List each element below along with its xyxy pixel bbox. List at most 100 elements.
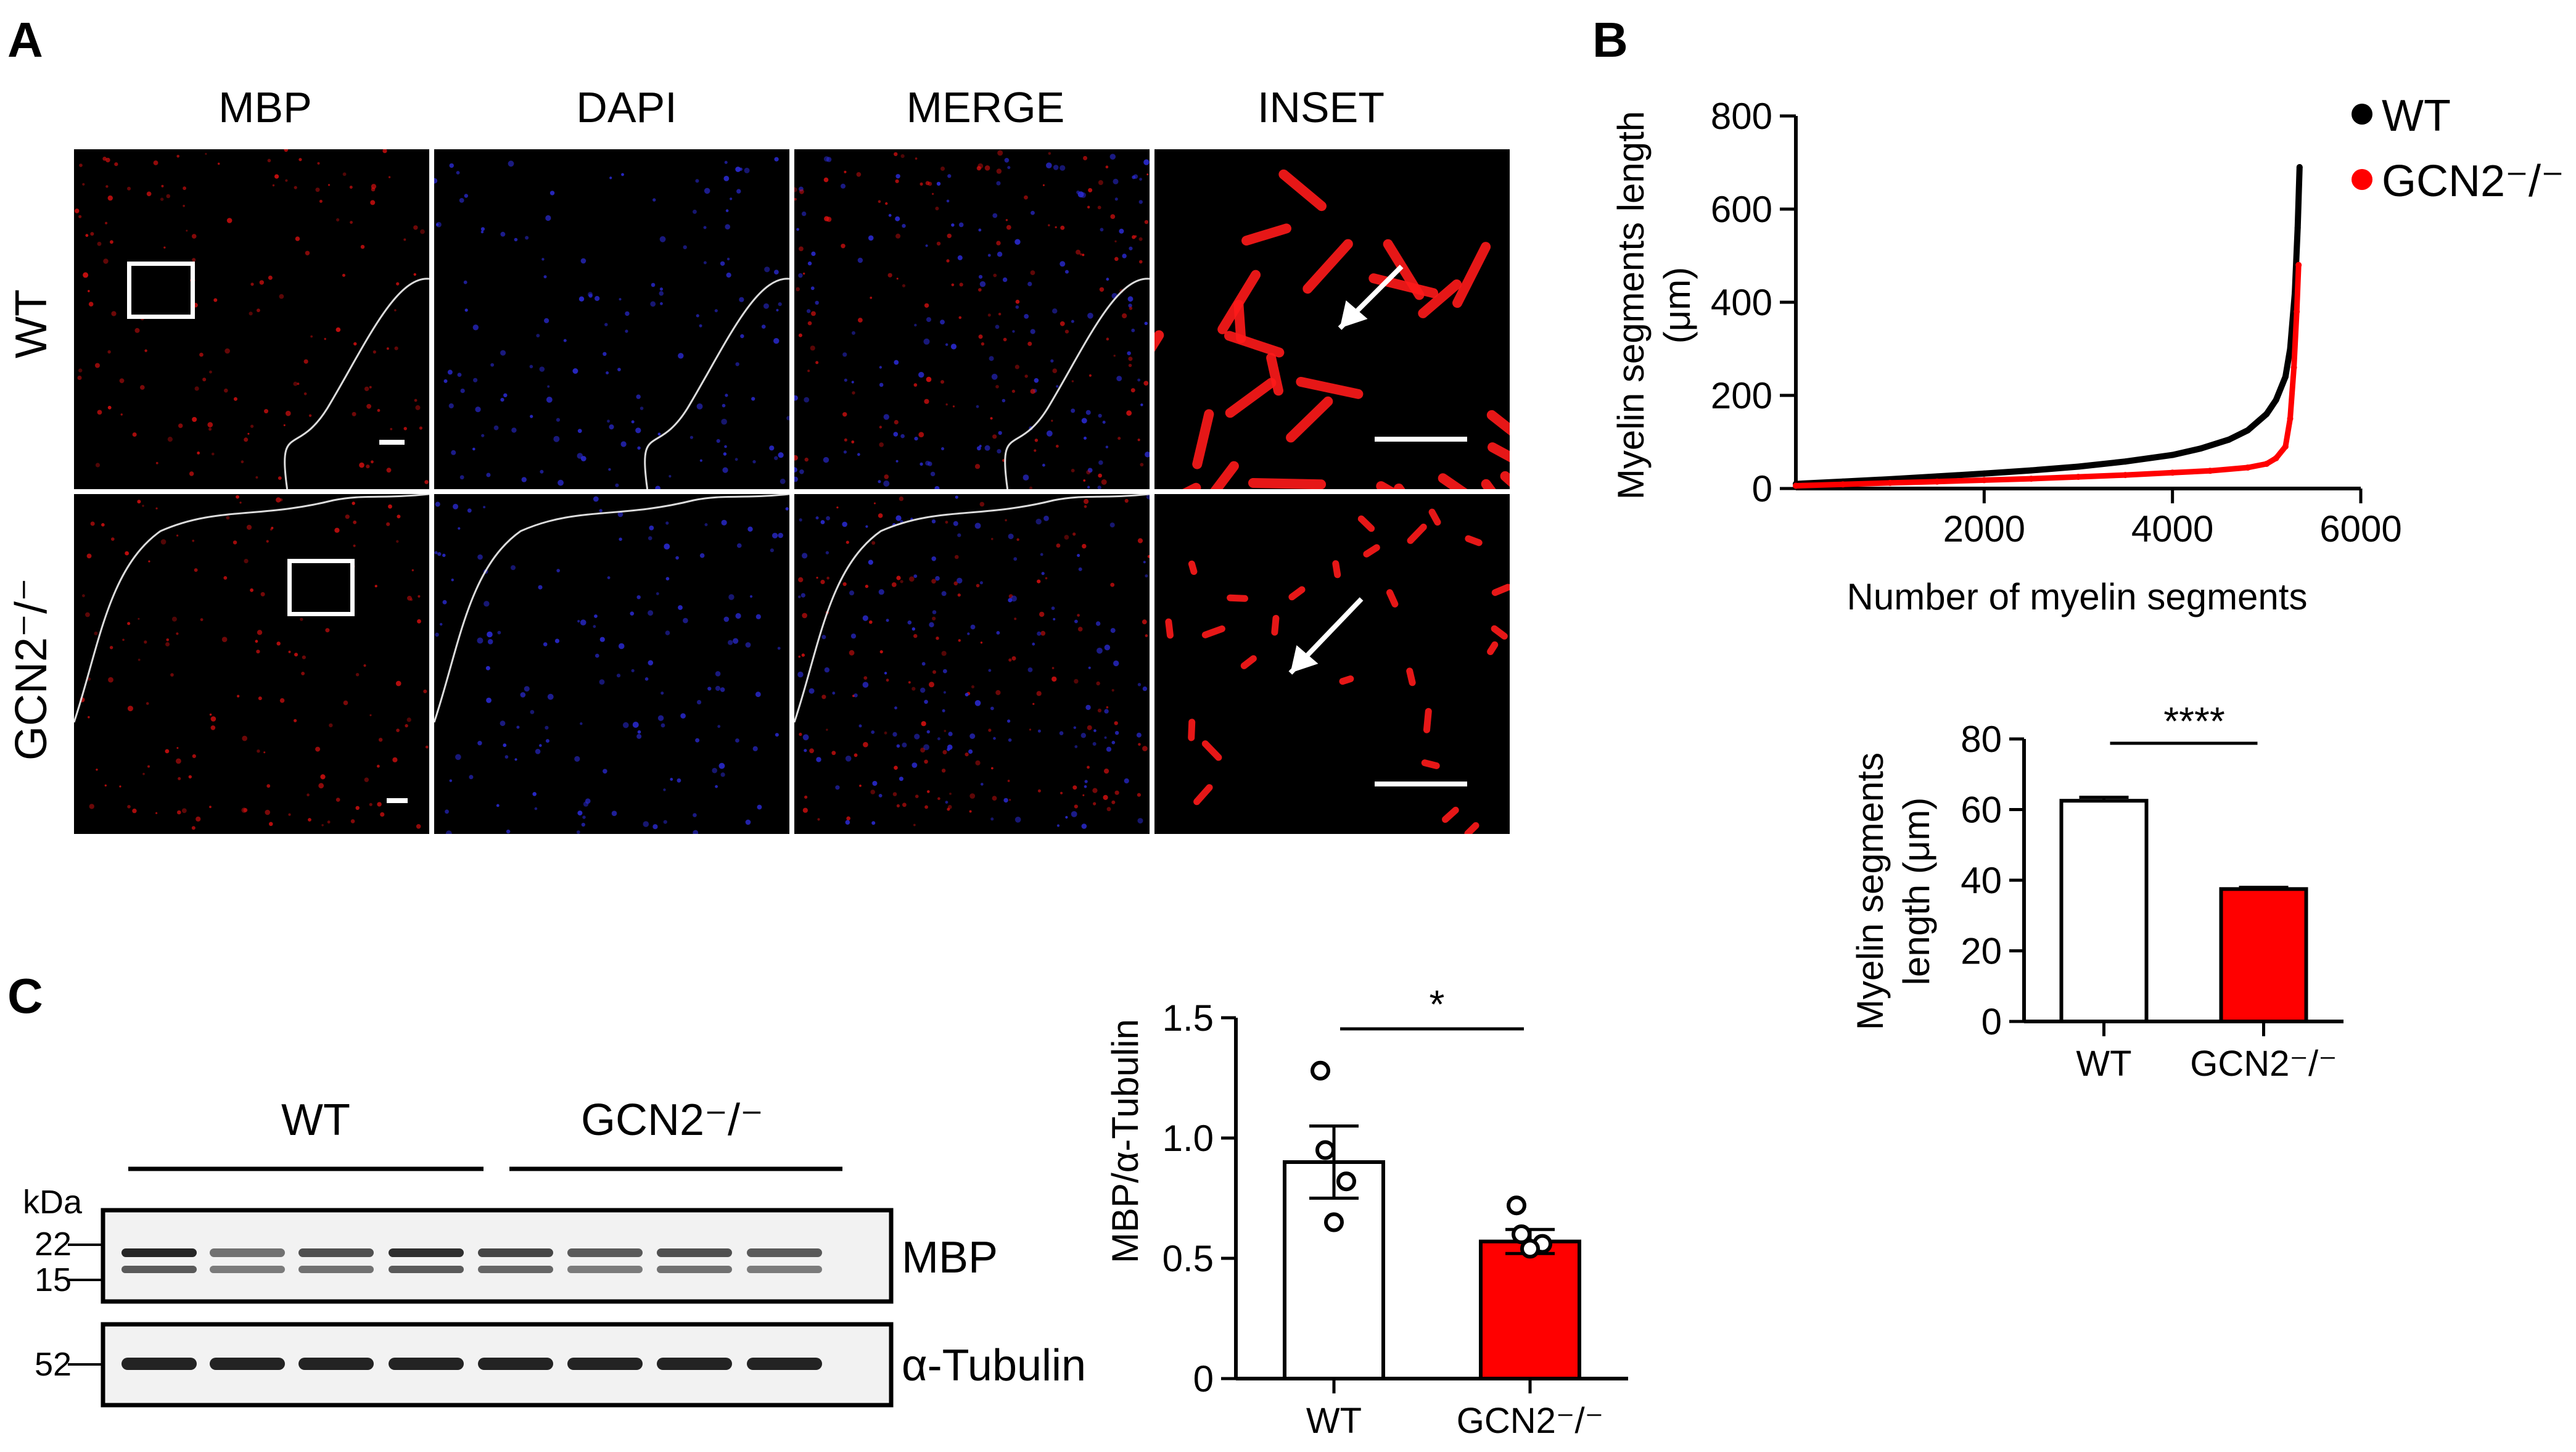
nucleus <box>774 157 779 162</box>
nucleus <box>1037 631 1042 636</box>
myelin-signal <box>958 316 962 320</box>
nucleus <box>644 677 649 681</box>
nucleus <box>594 614 598 618</box>
myelin-signal <box>363 664 366 667</box>
myelin-signal <box>298 158 302 162</box>
myelin-signal <box>804 457 809 462</box>
myelin-signal <box>178 777 181 780</box>
myelin-signal <box>226 516 230 520</box>
nucleus <box>798 273 803 278</box>
myelin-signal <box>105 185 109 188</box>
myelin-signal <box>284 149 289 152</box>
nucleus <box>862 615 868 621</box>
myelin-signal <box>1064 535 1069 540</box>
nucleus <box>693 209 697 214</box>
myelin-signal <box>300 617 303 621</box>
nucleus <box>976 446 981 451</box>
myelin-signal <box>1096 681 1100 686</box>
myelin-signal <box>1088 188 1093 192</box>
myelin-signal <box>103 258 109 264</box>
nucleus <box>1087 313 1093 319</box>
myelin-signal <box>395 680 401 687</box>
nucleus <box>487 631 493 638</box>
nucleus <box>745 642 751 648</box>
nucleus <box>1002 277 1008 283</box>
myelin-signal <box>1051 667 1055 669</box>
myelin-signal <box>870 790 876 794</box>
nucleus <box>637 446 641 450</box>
nucleus <box>704 188 710 194</box>
myelin-signal <box>146 191 152 197</box>
myelin-signal <box>396 540 399 543</box>
blot-bands <box>121 1248 822 1370</box>
nucleus <box>858 724 862 728</box>
myelin-segment <box>1418 279 1462 318</box>
myelin-signal <box>178 423 183 428</box>
myelin-signal <box>820 579 825 585</box>
nucleus <box>720 261 725 266</box>
nucleus <box>879 382 884 387</box>
nucleus <box>669 475 672 478</box>
legend-marker-wt <box>2352 104 2372 125</box>
nucleus <box>749 595 753 598</box>
myelin-signal <box>1060 225 1065 230</box>
nucleus <box>1116 376 1122 381</box>
myelin-signal <box>279 498 283 501</box>
nucleus <box>475 406 481 413</box>
myelin-signal <box>807 321 812 326</box>
myelin-signal <box>1071 380 1074 382</box>
nucleus <box>744 167 750 173</box>
nucleus <box>648 660 654 666</box>
myelin-signal <box>899 496 904 501</box>
data-point-gcn2 <box>1840 481 1846 488</box>
myelin-signal <box>79 163 83 167</box>
nucleus <box>778 532 783 538</box>
myelin-segment <box>1491 584 1510 596</box>
nucleus <box>843 450 847 454</box>
nucleus <box>485 666 490 670</box>
myelin-signal <box>94 631 98 635</box>
myelin-signal <box>1122 313 1127 319</box>
myelin-signal <box>321 824 324 827</box>
chart-axes <box>1794 116 2361 490</box>
myelin-segment <box>1500 471 1510 487</box>
nucleus <box>500 231 506 237</box>
myelin-signal <box>826 728 828 731</box>
nucleus <box>603 352 607 356</box>
nucleus <box>958 222 964 228</box>
nucleus <box>835 785 840 790</box>
myelin-signal <box>1111 689 1114 692</box>
nucleus <box>535 749 541 754</box>
nucleus <box>529 365 533 369</box>
column-header-mbp: MBP <box>218 83 312 131</box>
nucleus <box>1084 780 1088 783</box>
nucleus <box>988 669 992 672</box>
myelin-signal <box>1092 788 1098 793</box>
myelin-signal <box>1082 794 1085 796</box>
nucleus <box>467 508 472 513</box>
myelin-signal <box>924 759 928 764</box>
myelin-signal <box>297 382 300 386</box>
myelin-signal <box>854 753 858 757</box>
kda-label: kDa <box>23 1184 83 1221</box>
nucleus <box>595 653 599 658</box>
myelin-signal <box>1037 789 1041 793</box>
myelin-signal <box>884 731 887 735</box>
mbp-band-15 <box>657 1266 732 1273</box>
nucleus <box>1097 648 1103 654</box>
myelin-signal <box>223 576 228 580</box>
nucleus <box>1042 463 1045 467</box>
myelin-signal <box>132 808 137 814</box>
myelin-signal <box>1029 486 1033 489</box>
myelin-signal <box>1138 237 1143 241</box>
nucleus <box>1003 798 1008 803</box>
tubulin-band <box>478 1358 553 1370</box>
mbp-band-15 <box>210 1266 285 1273</box>
data-point-gcn2 <box>1934 478 1940 485</box>
mbp-band-15 <box>747 1266 822 1273</box>
myelin-signal <box>209 370 212 374</box>
myelin-signal <box>82 594 85 598</box>
myelin-signal <box>884 474 889 479</box>
nucleus <box>777 646 781 650</box>
myelin-signal <box>1083 155 1088 160</box>
